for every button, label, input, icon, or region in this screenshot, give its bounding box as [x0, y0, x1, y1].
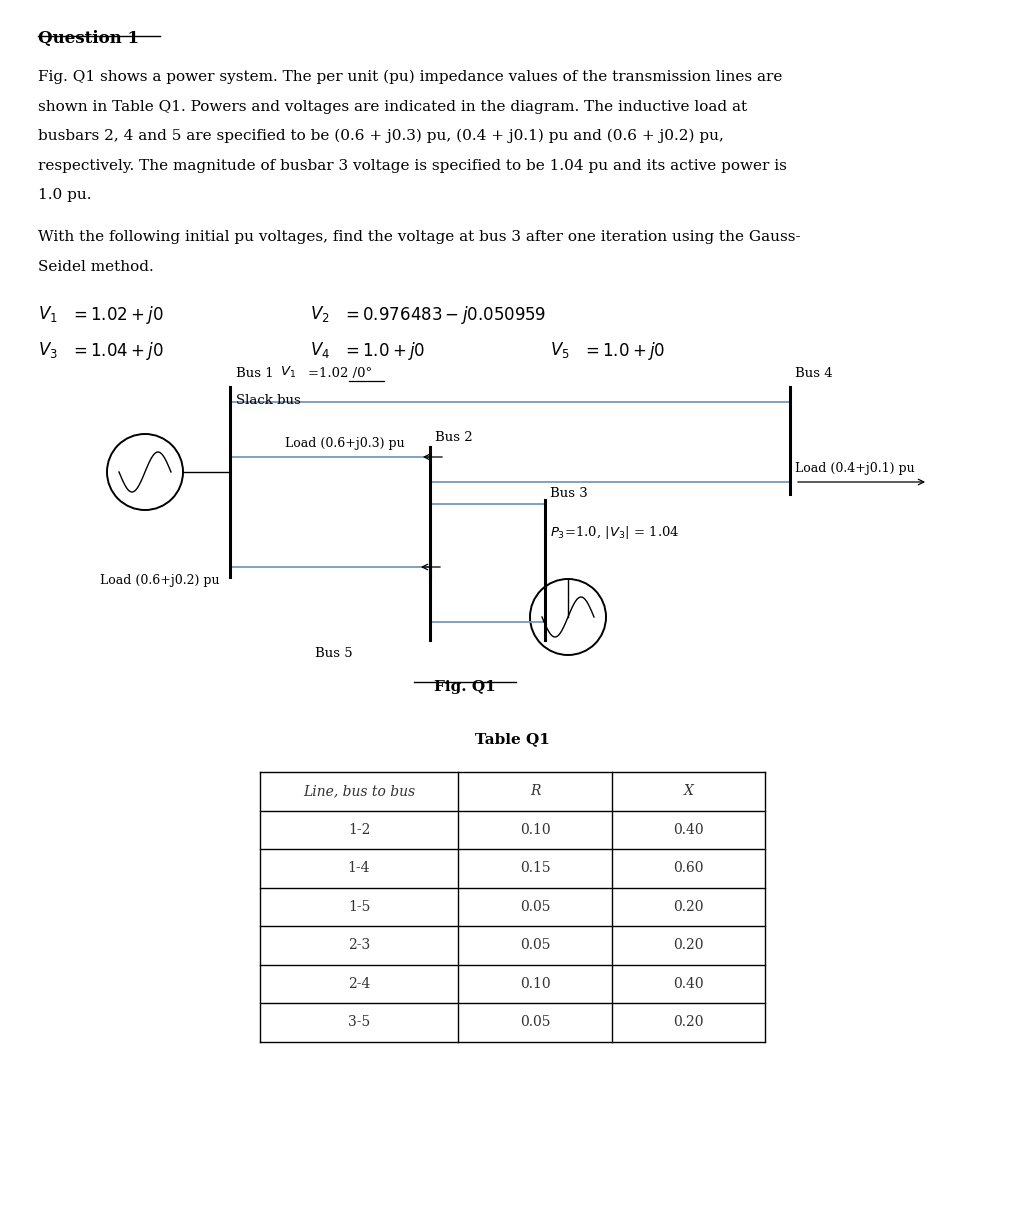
Text: $V_1$: $V_1$	[280, 365, 296, 380]
Text: 3-5: 3-5	[348, 1015, 370, 1029]
Text: R: R	[530, 785, 540, 798]
Text: $V_1$: $V_1$	[38, 304, 57, 324]
Text: Load (0.6+j0.2) pu: Load (0.6+j0.2) pu	[100, 574, 220, 587]
Text: 0.15: 0.15	[520, 862, 550, 875]
Text: $= 0.976483 - j0.050959$: $= 0.976483 - j0.050959$	[342, 304, 546, 326]
Text: $V_5$: $V_5$	[550, 340, 570, 360]
Text: Table Q1: Table Q1	[475, 732, 549, 745]
Text: 0.05: 0.05	[520, 899, 550, 914]
Text: shown in Table Q1. Powers and voltages are indicated in the diagram. The inducti: shown in Table Q1. Powers and voltages a…	[38, 99, 747, 114]
Text: $= 1.0 + j0$: $= 1.0 + j0$	[582, 340, 665, 362]
Text: Bus 4: Bus 4	[795, 367, 833, 380]
Text: X: X	[683, 785, 694, 798]
Text: $V_3$: $V_3$	[38, 340, 58, 360]
Text: Fig. Q1: Fig. Q1	[434, 679, 496, 694]
Text: $V_2$: $V_2$	[310, 304, 329, 324]
Text: =1.02 /0°: =1.02 /0°	[308, 367, 372, 380]
Text: Fig. Q1 shows a power system. The per unit (pu) impedance values of the transmis: Fig. Q1 shows a power system. The per un…	[38, 70, 783, 84]
Text: Load (0.6+j0.3) pu: Load (0.6+j0.3) pu	[285, 437, 405, 450]
Text: 0.10: 0.10	[520, 822, 550, 837]
Text: Bus 2: Bus 2	[435, 431, 473, 444]
Text: 0.60: 0.60	[673, 862, 704, 875]
Text: 0.40: 0.40	[673, 976, 704, 991]
Text: 0.10: 0.10	[520, 976, 550, 991]
Text: $P_3$=1.0, |$V_3$| = 1.04: $P_3$=1.0, |$V_3$| = 1.04	[550, 524, 679, 541]
Text: 1-4: 1-4	[348, 862, 370, 875]
Text: $= 1.04 + j0$: $= 1.04 + j0$	[70, 340, 164, 362]
Text: Seidel method.: Seidel method.	[38, 259, 153, 274]
Text: 0.20: 0.20	[673, 1015, 704, 1029]
Text: 1-5: 1-5	[348, 899, 370, 914]
Text: respectively. The magnitude of busbar 3 voltage is specified to be 1.04 pu and i: respectively. The magnitude of busbar 3 …	[38, 159, 787, 172]
Text: 0.20: 0.20	[673, 899, 704, 914]
Text: $= 1.0 + j0$: $= 1.0 + j0$	[342, 340, 426, 362]
Text: 0.05: 0.05	[520, 938, 550, 952]
Text: Slack bus: Slack bus	[236, 393, 301, 407]
Text: 0.05: 0.05	[520, 1015, 550, 1029]
Text: Load (0.4+j0.1) pu: Load (0.4+j0.1) pu	[795, 462, 915, 475]
Text: Bus 3: Bus 3	[550, 488, 588, 500]
Text: 2-3: 2-3	[348, 938, 370, 952]
Text: $= 1.02 + j0$: $= 1.02 + j0$	[70, 304, 164, 326]
Text: Question 1: Question 1	[38, 31, 139, 46]
Text: Line, bus to bus: Line, bus to bus	[303, 785, 415, 798]
Text: 1.0 pu.: 1.0 pu.	[38, 188, 91, 202]
Text: busbars 2, 4 and 5 are specified to be (0.6 + j0.3) pu, (0.4 + j0.1) pu and (0.6: busbars 2, 4 and 5 are specified to be (…	[38, 130, 724, 143]
Text: $V_4$: $V_4$	[310, 340, 330, 360]
Text: Bus 5: Bus 5	[315, 646, 353, 660]
Text: 2-4: 2-4	[348, 976, 370, 991]
Text: Bus 1: Bus 1	[236, 367, 282, 380]
Text: 1-2: 1-2	[348, 822, 370, 837]
Text: With the following initial pu voltages, find the voltage at bus 3 after one iter: With the following initial pu voltages, …	[38, 230, 801, 244]
Text: 0.20: 0.20	[673, 938, 704, 952]
Text: 0.40: 0.40	[673, 822, 704, 837]
